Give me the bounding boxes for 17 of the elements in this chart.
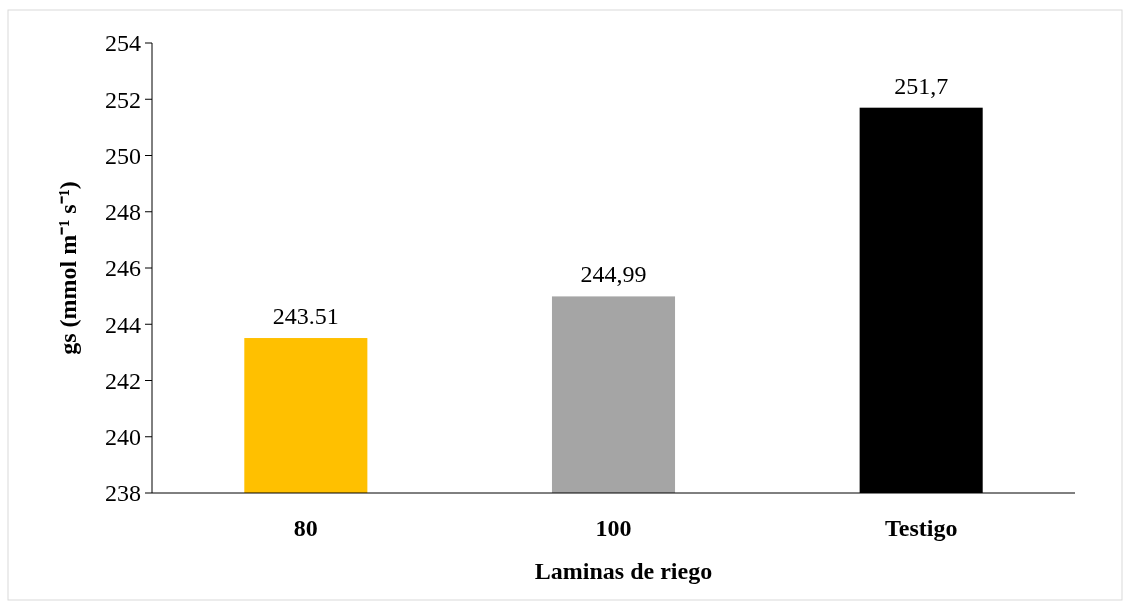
y-tick-label: 240: [105, 424, 141, 451]
y-tick-label: 242: [105, 367, 141, 394]
x-tick-label: 100: [595, 515, 632, 541]
y-tick-label: 254: [105, 30, 141, 57]
y-tick-label: 252: [105, 86, 141, 113]
x-tick-label: Testigo: [884, 515, 958, 541]
y-tick-label: 246: [105, 255, 141, 282]
data-label: 251,7: [894, 72, 949, 99]
y-axis-title: gs (mmol m⁻¹ s⁻¹): [55, 181, 81, 355]
x-tick-label: 80: [293, 515, 318, 541]
data-label: 243.51: [272, 303, 339, 330]
y-tick-label: 244: [105, 311, 141, 338]
y-tick-label: 250: [105, 142, 141, 169]
data-label: 244,99: [580, 261, 647, 288]
y-tick-label: 248: [105, 199, 141, 226]
x-axis-title: Laminas de riego: [534, 558, 713, 584]
y-tick-label: 238: [105, 480, 141, 507]
